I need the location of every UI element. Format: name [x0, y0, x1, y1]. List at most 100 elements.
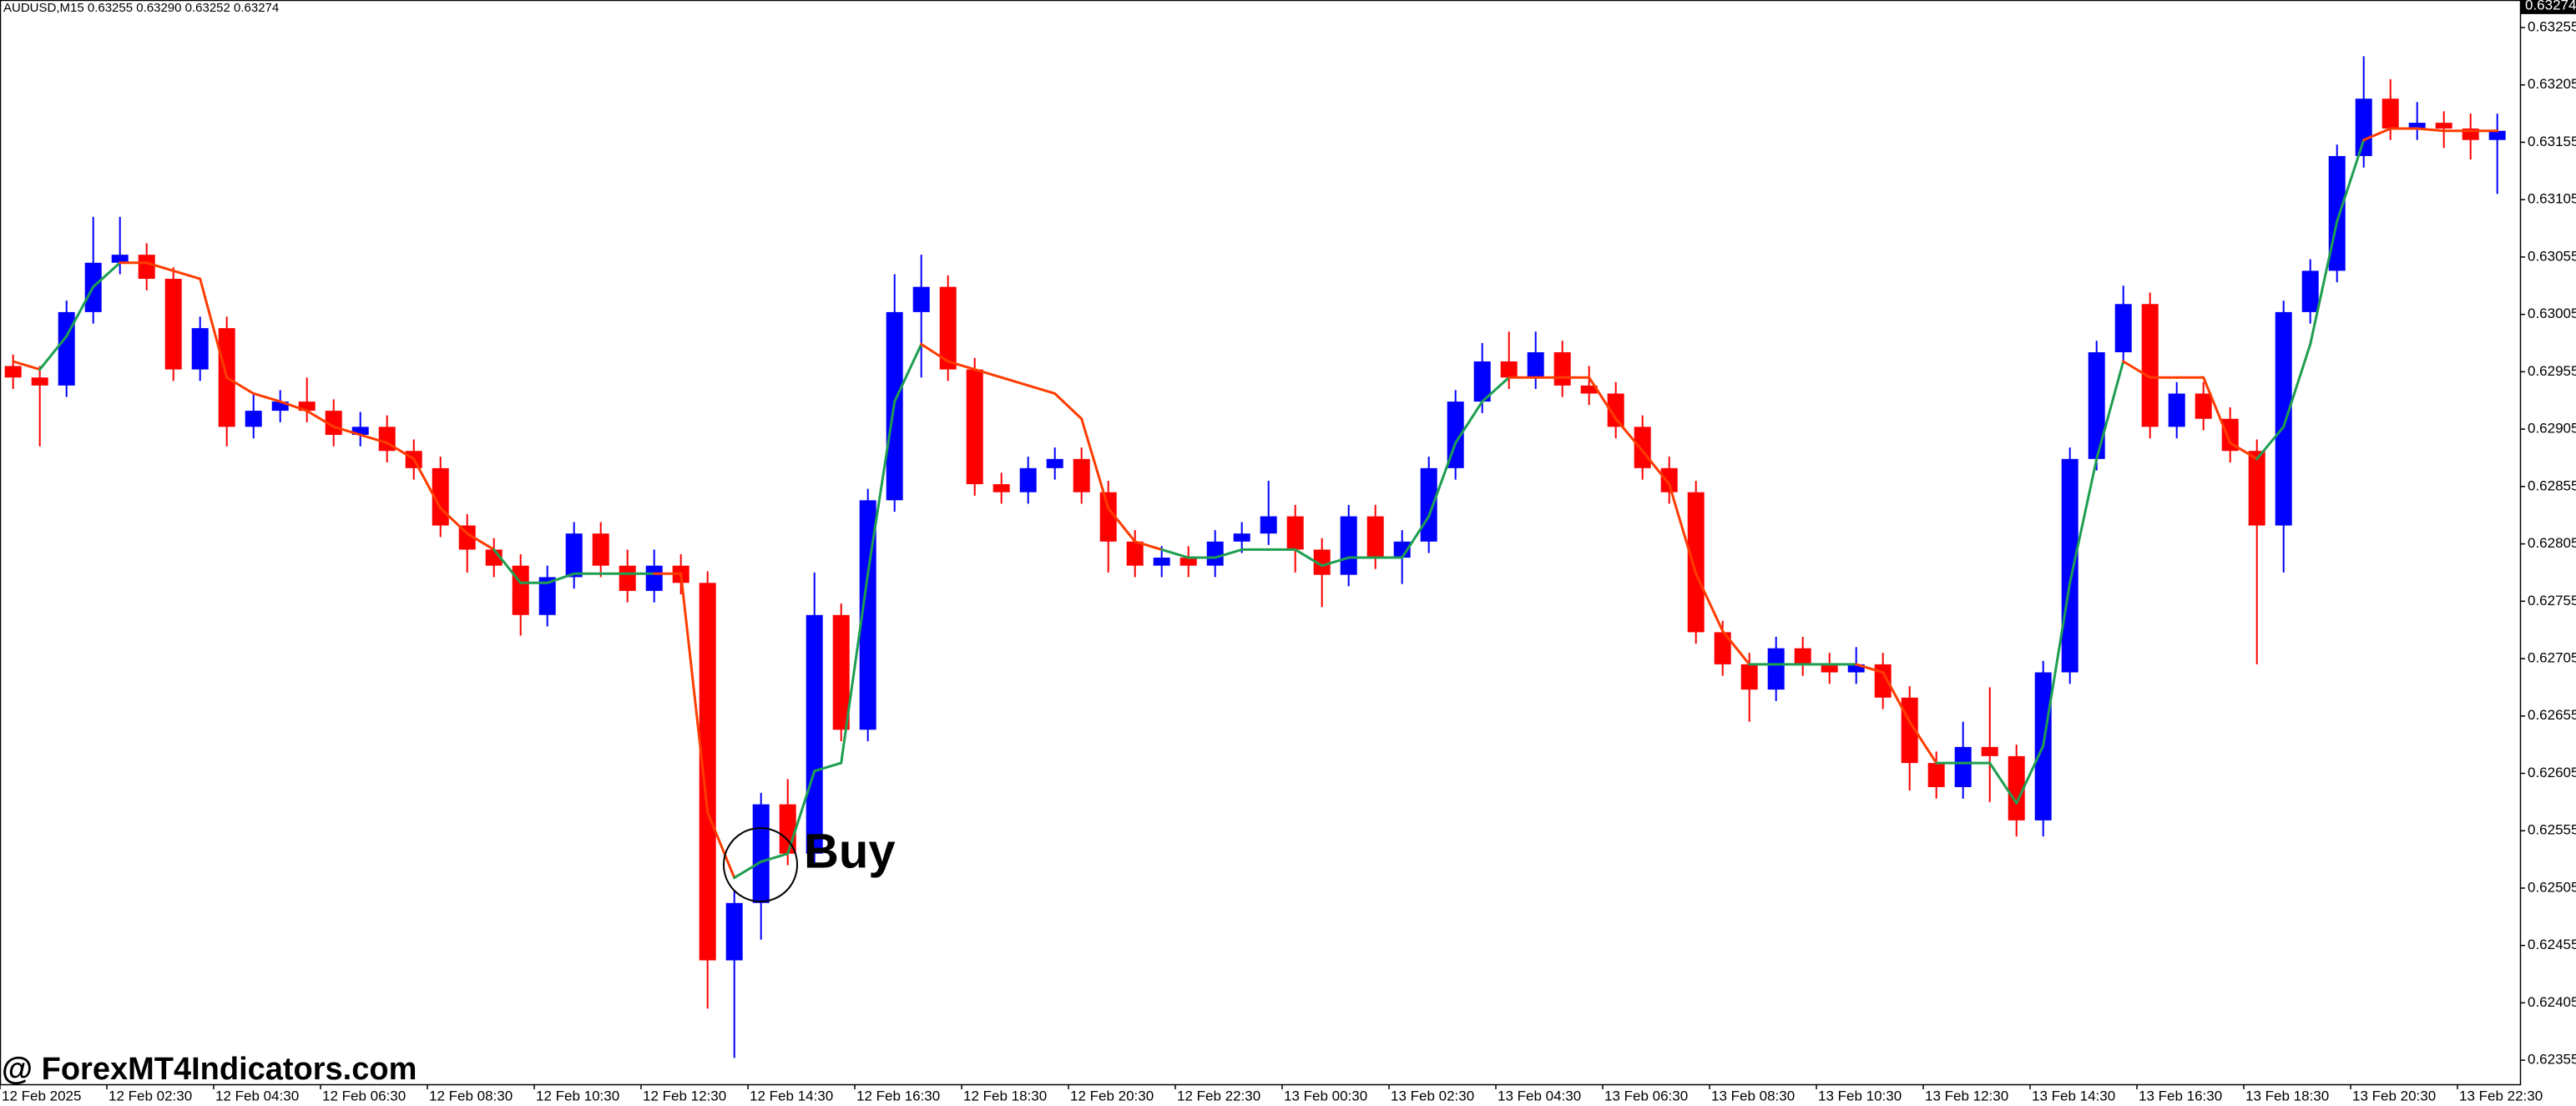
candle-body — [859, 500, 876, 730]
signal-line-segment — [492, 548, 523, 584]
candle-body — [619, 565, 636, 591]
signal-line-segment — [1454, 400, 1484, 445]
y-tick-label: 0.63205 — [2528, 76, 2576, 92]
symbol-header: AUDUSD,M15 0.63255 0.63290 0.63252 0.632… — [3, 1, 279, 15]
x-tick-label: 13 Feb 02:30 — [1391, 1088, 1474, 1103]
candle-body — [2301, 270, 2319, 312]
signal-line-segment — [2336, 139, 2366, 223]
candle-body — [1500, 361, 1518, 378]
candle-body — [351, 427, 369, 435]
candle-body — [1260, 516, 1277, 534]
x-tick-label: 12 Feb 02:30 — [109, 1088, 192, 1103]
candle-body — [1046, 458, 1063, 468]
candle-body — [2221, 418, 2239, 452]
signal-line-segment — [973, 368, 1003, 379]
y-tick-label: 0.62605 — [2528, 765, 2576, 780]
y-tick-label: 0.62905 — [2528, 421, 2576, 437]
signal-line-segment — [2282, 342, 2312, 428]
candle-body — [1660, 467, 1678, 492]
candle-body — [939, 286, 957, 370]
signal-line-segment — [2095, 360, 2125, 461]
signal-line-segment — [1988, 761, 2018, 805]
y-tick-label: 0.62805 — [2528, 535, 2576, 551]
y-tick-label: 0.62955 — [2528, 363, 2576, 379]
signal-line-segment — [1053, 391, 1083, 421]
signal-line-segment — [1721, 629, 1751, 666]
candle-body — [1366, 516, 1384, 558]
x-tick-label: 13 Feb 08:30 — [1711, 1088, 1795, 1103]
signal-line-segment — [1401, 515, 1431, 559]
x-tick-label: 12 Feb 14:30 — [750, 1088, 833, 1103]
candle-body — [912, 286, 930, 312]
x-tick-label: 13 Feb 12:30 — [1925, 1088, 2008, 1103]
x-tick-label: 12 Feb 22:30 — [1177, 1088, 1260, 1103]
signal-line-segment — [1107, 507, 1137, 543]
y-tick-label: 0.62755 — [2528, 593, 2576, 609]
candle-body — [2275, 311, 2292, 526]
signal-line-segment — [225, 376, 255, 395]
signal-line-segment — [1134, 540, 1164, 551]
x-tick-label: 13 Feb 14:30 — [2032, 1088, 2115, 1103]
candle-body — [1286, 516, 1304, 550]
x-tick-label: 13 Feb 16:30 — [2139, 1088, 2222, 1103]
signal-line-segment — [92, 261, 122, 289]
candle-body — [1420, 467, 1437, 542]
candle-body — [245, 411, 262, 427]
signal-line-segment — [920, 342, 950, 363]
y-tick-label: 0.62405 — [2528, 994, 2576, 1010]
signal-line-segment — [1214, 548, 1244, 559]
signal-line-segment — [546, 572, 576, 584]
candle-body — [31, 377, 48, 386]
x-tick-label: 12 Feb 12:30 — [643, 1088, 726, 1103]
y-tick-label: 0.63005 — [2528, 306, 2576, 321]
candle-body — [2435, 123, 2452, 129]
candle-body — [138, 255, 155, 280]
x-tick-label: 12 Feb 16:30 — [856, 1088, 940, 1103]
candle-body — [1821, 664, 1838, 673]
candle-body — [1767, 648, 1785, 690]
candle-body — [512, 565, 529, 615]
candle-body — [993, 484, 1010, 492]
signal-line-segment — [439, 507, 469, 535]
signal-line-segment — [386, 442, 416, 461]
candle-body — [1073, 458, 1090, 492]
candle-body — [1179, 558, 1197, 566]
x-tick-label: 12 Feb 06:30 — [322, 1088, 406, 1103]
candle-body — [1393, 541, 1411, 558]
signal-line-segment — [412, 457, 442, 510]
signal-line-segment — [1160, 548, 1190, 559]
signal-line-segment — [306, 409, 336, 428]
candle-body — [191, 328, 209, 370]
candle-body — [699, 583, 716, 961]
signal-line-segment — [1641, 449, 1671, 486]
signal-line-segment — [2309, 220, 2339, 346]
signal-line-segment — [1588, 376, 1618, 421]
candle-body — [111, 255, 129, 263]
watermark: @ ForexMT4Indicators.com — [2, 1052, 417, 1087]
candle-body — [1527, 352, 1544, 378]
signal-line-segment — [786, 770, 816, 856]
x-tick-label: 12 Feb 04:30 — [215, 1088, 299, 1103]
signal-line-segment — [2068, 457, 2099, 584]
candle-body — [2088, 352, 2105, 459]
candle-body — [1847, 664, 1865, 673]
candle-body — [779, 804, 796, 854]
signal-line-segment — [893, 342, 923, 403]
y-tick-label: 0.63105 — [2528, 191, 2576, 207]
candle-body — [538, 577, 556, 615]
signal-line-segment — [466, 532, 496, 551]
signal-line-segment — [2015, 744, 2045, 805]
y-tick-label: 0.62505 — [2528, 879, 2576, 895]
candle-body — [458, 525, 476, 550]
plot-area — [4, 56, 2506, 1058]
x-tick-label: 12 Feb 10:30 — [536, 1088, 619, 1103]
candle-body — [1553, 352, 1571, 386]
signal-line-segment — [706, 811, 736, 880]
signal-line-segment — [760, 852, 790, 863]
y-tick-label: 0.63155 — [2528, 134, 2576, 149]
candle-body — [2355, 98, 2372, 156]
signal-line-segment — [252, 391, 282, 403]
x-tick-label: 12 Feb 20:30 — [1070, 1088, 1154, 1103]
candle-body — [1714, 632, 1731, 664]
